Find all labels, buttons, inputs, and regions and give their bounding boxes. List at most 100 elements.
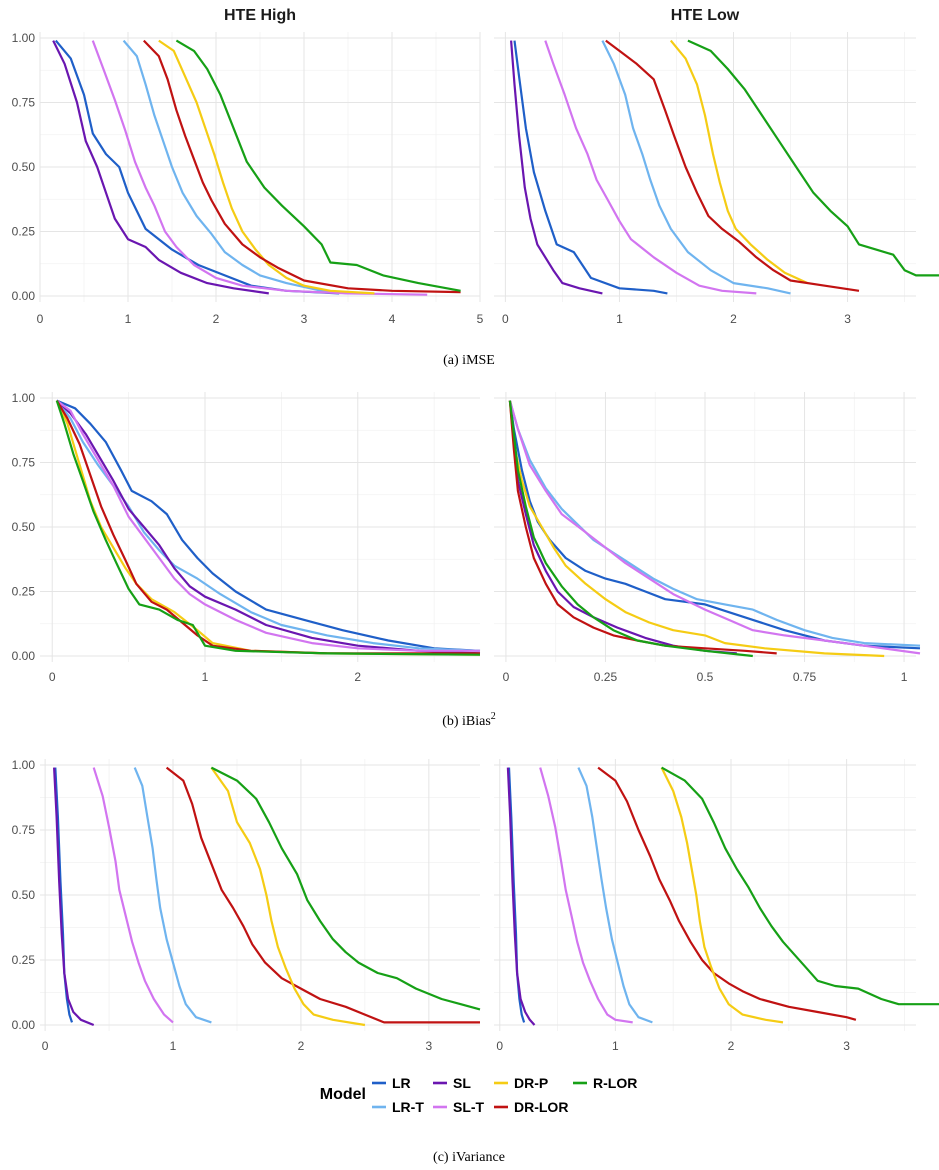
series-line-lr-t: [55, 399, 481, 652]
y-tick-label: 0.00: [12, 289, 36, 303]
x-tick-label: 0: [496, 1039, 503, 1053]
figure-caption: (b) iBias2: [442, 711, 496, 729]
series-line-dr-p: [508, 400, 885, 658]
series-line-r-lor: [55, 400, 481, 656]
series-line-sl-t: [508, 400, 921, 655]
x-tick-label: 4: [389, 312, 396, 326]
y-tick-label: 0.75: [12, 823, 36, 837]
series-line-sl-t: [91, 40, 428, 296]
y-tick-label: 1.00: [12, 31, 36, 45]
y-tick-label: 0.50: [12, 160, 36, 174]
y-tick-label: 0.50: [12, 888, 36, 902]
x-tick-label: 3: [301, 312, 308, 326]
series-line-dr-lor: [55, 400, 480, 655]
series-line-dr-lor: [165, 766, 480, 1024]
series-line-sl: [506, 767, 536, 1026]
y-tick-label: 0.75: [12, 96, 36, 110]
series-line-lr: [54, 39, 340, 295]
panel-2-1: 0 1 2 3: [494, 759, 939, 1053]
series-line-dr-p: [669, 39, 809, 285]
series-line-dr-lor: [143, 39, 461, 294]
series-line-sl: [52, 40, 269, 295]
legend-item-dr-p: DR-P: [494, 1075, 548, 1091]
y-tick-label: 1.00: [12, 758, 36, 772]
legend-label: DR-LOR: [514, 1099, 568, 1115]
series-line-r-lor: [508, 400, 753, 658]
series-line-sl-t: [92, 767, 174, 1024]
legend: Model LR LR-T SL SL-T DR-P DR-LOR R-LOR: [320, 1075, 638, 1115]
y-tick-label: 0.00: [12, 649, 36, 663]
x-tick-label: 2: [730, 312, 737, 326]
x-tick-label: 2: [354, 670, 361, 684]
legend-title: Model: [320, 1086, 366, 1103]
y-tick-label: 0.50: [12, 520, 36, 534]
series-line-r-lor: [210, 766, 481, 1011]
series-line-lr: [513, 40, 668, 295]
series-line-sl: [56, 399, 481, 655]
y-tick-label: 0.75: [12, 456, 36, 470]
series-line-r-lor: [175, 39, 461, 292]
legend-item-dr-lor: DR-LOR: [494, 1099, 568, 1115]
y-tick-label: 0.00: [12, 1018, 36, 1032]
series-line-lr-t: [577, 767, 653, 1024]
x-tick-label: 1: [125, 312, 132, 326]
x-tick-label: 0.75: [793, 670, 817, 684]
series-line-sl-t: [544, 40, 757, 295]
x-tick-label: 0: [49, 670, 56, 684]
series-line-lr-t: [133, 767, 212, 1024]
x-tick-label: 1: [170, 1039, 177, 1053]
legend-label: LR-T: [392, 1099, 424, 1115]
series-line-dr-lor: [605, 39, 860, 292]
x-tick-label: 3: [843, 1039, 850, 1053]
panel-title: HTE Low: [671, 7, 740, 24]
panel-0-1: 0 1 2 3 HTE Low: [494, 7, 939, 326]
panel-title: HTE High: [224, 7, 296, 24]
figure-caption: (c) iVariance: [433, 1150, 505, 1165]
x-tick-label: 0.25: [594, 670, 618, 684]
x-tick-label: 3: [425, 1039, 432, 1053]
x-tick-label: 1: [616, 312, 623, 326]
series-line-dr-p: [55, 400, 481, 656]
legend-item-sl: SL: [433, 1075, 471, 1091]
series-line-lr: [56, 399, 481, 652]
y-tick-label: 1.00: [12, 391, 36, 405]
series-line-dr-p: [660, 767, 784, 1024]
series-line-sl: [508, 400, 737, 655]
series-line-lr-t: [122, 39, 349, 295]
series-line-dr-lor: [597, 766, 857, 1021]
x-tick-label: 0: [42, 1039, 49, 1053]
series-line-lr: [508, 400, 921, 650]
legend-label: SL-T: [453, 1099, 485, 1115]
x-tick-label: 3: [844, 312, 851, 326]
x-tick-label: 0: [37, 312, 44, 326]
x-tick-label: 0: [502, 312, 509, 326]
series-line-sl-t: [56, 399, 480, 652]
caption-superscript: 2: [491, 711, 496, 722]
panel-2-0: 0 1 2 3 0.00 0.25 0.50 0.75 1.00: [12, 758, 481, 1053]
series-line-dr-p: [158, 39, 375, 295]
y-tick-label: 0.25: [12, 953, 36, 967]
x-tick-label: 1: [612, 1039, 619, 1053]
legend-label: LR: [392, 1075, 411, 1091]
panel-0-0: 0 1 2 3 4 5 0.00 0.25 0.50 0.75 1.00 HTE High: [12, 7, 484, 326]
panel-1-1: 0 0.25 0.5 0.75 1: [494, 392, 921, 684]
series-line-r-lor: [661, 766, 939, 1006]
y-tick-label: 0.25: [12, 225, 36, 239]
series-line-lr-t: [508, 400, 921, 647]
series-line-sl-t: [539, 767, 633, 1024]
legend-item-lr-t: LR-T: [372, 1099, 424, 1115]
panel-1-0: 0 1 2 0.00 0.25 0.50 0.75 1.00: [12, 391, 481, 684]
x-tick-label: 2: [298, 1039, 305, 1053]
legend-item-r-lor: R-LOR: [573, 1075, 637, 1091]
figure-captions: (a) iMSE (b) iBias2 (c) iVariance: [433, 353, 505, 1165]
series-line-sl: [510, 40, 603, 295]
legend-item-lr: LR: [372, 1075, 411, 1091]
x-tick-label: 0: [503, 670, 510, 684]
series-line-sl: [53, 767, 95, 1027]
x-tick-label: 2: [213, 312, 220, 326]
series-line-lr-t: [601, 40, 791, 295]
series-line-dr-lor: [508, 400, 777, 655]
legend-item-sl-t: SL-T: [433, 1099, 485, 1115]
